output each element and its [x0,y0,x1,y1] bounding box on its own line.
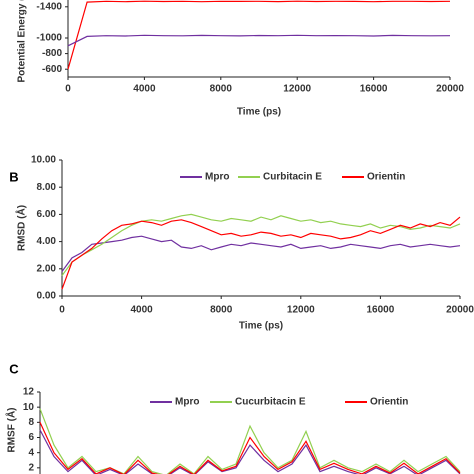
x-tick-label: 0 [59,305,65,316]
y-tick-label: 12 [23,387,35,398]
y-tick-label: 8 [28,417,34,428]
y-tick-label: 4 [28,447,34,458]
y-tick-label: -1000 [36,33,62,44]
x-tick-label: 4000 [130,305,153,316]
series-line [61,213,461,276]
x-tick-label: 16000 [366,305,394,316]
y-tick-label: 10 [23,402,35,413]
y-tick-label: 6 [28,432,34,443]
x-tick-label: 4000 [133,84,156,95]
y-tick-label: -800 [42,48,62,59]
x-tick-label: 8000 [210,305,233,316]
x-tick-label: 16000 [360,84,388,95]
y-axis-title: Potential Energy ( [17,0,28,83]
legend-label: Orientin [367,172,405,183]
legend-label: Mpro [205,172,229,183]
x-tick-label: 12000 [283,84,311,95]
x-axis-title: Time (ps) [237,107,281,118]
x-axis-title: Time (ps) [239,321,283,332]
y-tick-label: 2 [28,462,34,473]
x-tick-label: 20000 [436,84,464,95]
x-tick-label: 20000 [446,305,474,316]
legend-label: Orientin [370,397,408,408]
legend-label: Curbitacin E [263,172,322,183]
y-tick-label: 8.00 [37,182,57,193]
y-tick-label: -1400 [36,1,62,12]
series-line [39,422,461,474]
panel-label: C [9,361,19,376]
x-tick-label: 12000 [287,305,315,316]
y-tick-label: 10.00 [31,155,56,166]
y-tick-label: 4.00 [37,236,57,247]
series-line [67,0,451,70]
series-line [61,216,461,290]
y-tick-label: -600 [42,64,62,75]
panel-label: B [9,169,18,184]
y-axis-title: RMSF (Å) [5,408,18,453]
legend-label: Cucurbitacin E [235,397,306,408]
y-tick-label: 6.00 [37,209,57,220]
legend-label: Mpro [175,397,199,408]
y-tick-label: 0.00 [37,291,57,302]
y-tick-label: 2.00 [37,263,57,274]
y-axis-title: RMSD (Å) [15,205,28,251]
series-line [67,34,451,47]
series-line [39,408,461,474]
series-line [61,235,461,272]
x-tick-label: 8000 [210,84,233,95]
x-tick-label: 0 [65,84,71,95]
